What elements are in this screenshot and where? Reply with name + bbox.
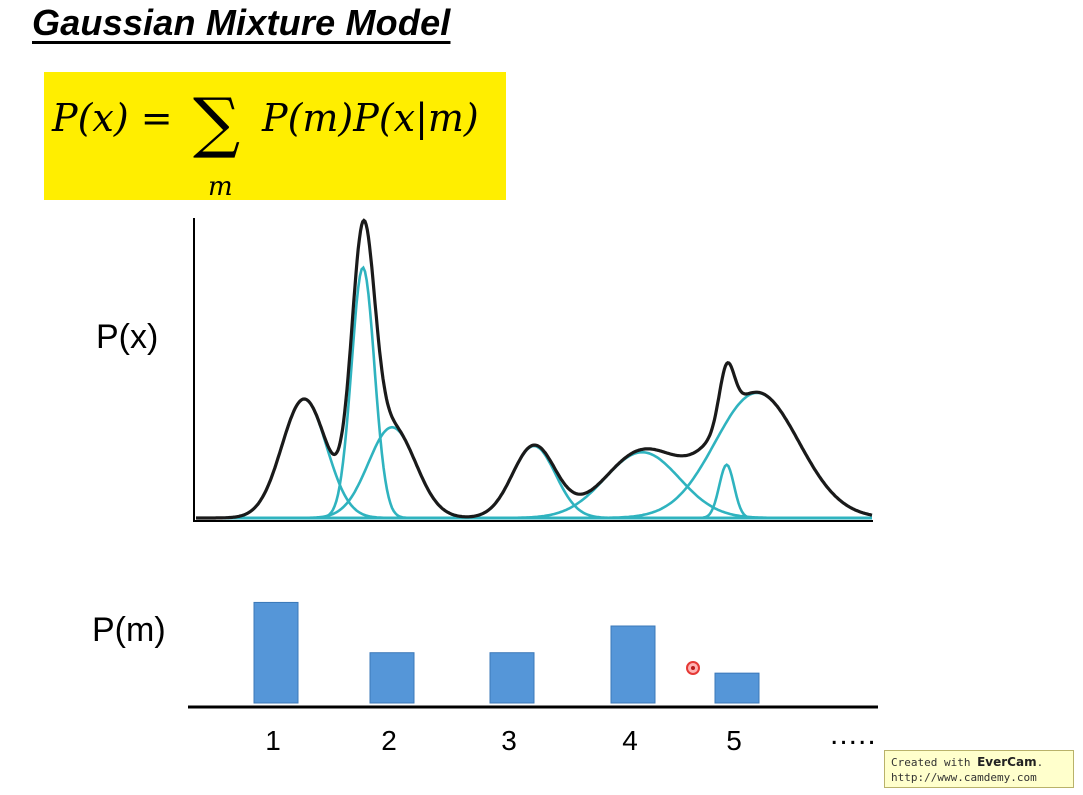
component-curve-4: [196, 444, 872, 520]
component-curve-6: [196, 463, 872, 520]
prior-bar-plot: 1 2 3 4 5: [188, 601, 878, 756]
prior-tick-label-4: 4: [622, 725, 638, 756]
component-curve-1: [196, 397, 872, 520]
watermark-url[interactable]: http://www.camdemy.com: [891, 771, 1037, 784]
page-title: Gaussian Mixture Model: [32, 2, 451, 43]
prior-bar-1: [253, 601, 299, 704]
component-curve-3: [196, 425, 872, 520]
mixture-curve: [196, 218, 873, 520]
component-curve-5: [196, 451, 872, 520]
formula: P(x) = P(m)P(x|m): [52, 96, 479, 140]
prior-tick-label-3: 3: [501, 725, 517, 756]
formula-highlight-box: [44, 72, 506, 200]
density-plot: [193, 218, 873, 522]
component-curve-7: [196, 391, 873, 520]
component-curves: [196, 265, 873, 520]
formula-lhs: P(x) =: [52, 96, 173, 140]
formula-rhs: P(m)P(x|m): [262, 96, 479, 140]
evercam-watermark[interactable]: Created with EverCam. http://www.camdemy…: [884, 750, 1074, 788]
density-axis-label: P(x): [96, 318, 159, 356]
prior-tick-label-1: 1: [265, 725, 281, 756]
watermark-line-1: Created with EverCam.: [891, 755, 1044, 769]
more-components-ellipsis: .....: [830, 718, 877, 751]
sum-index: m: [208, 172, 233, 202]
prior-tick-label-5: 5: [726, 725, 742, 756]
watermark-brand: EverCam: [977, 755, 1037, 769]
sum-symbol: ∑: [193, 84, 241, 161]
prior-axis-label: P(m): [92, 611, 166, 649]
prior-tick-labels: 1 2 3 4 5: [265, 725, 742, 756]
prior-tick-label-2: 2: [381, 725, 397, 756]
prior-bars: [253, 601, 760, 704]
prior-bar-2: [369, 652, 415, 704]
prior-bar-4: [610, 625, 656, 704]
cursor-marker-center: [691, 666, 695, 670]
prior-bar-3: [489, 652, 535, 704]
component-curve-2: [196, 265, 872, 520]
prior-bar-5: [714, 672, 760, 704]
